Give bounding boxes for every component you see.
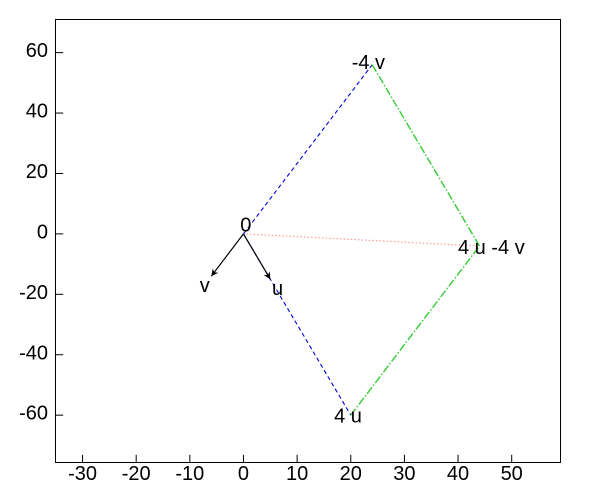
svg-text:-30: -30 xyxy=(68,463,97,485)
svg-text:-10: -10 xyxy=(175,463,204,485)
svg-text:20: 20 xyxy=(26,161,48,183)
svg-text:4 u -4 v: 4 u -4 v xyxy=(458,237,525,259)
svg-text:v: v xyxy=(200,275,210,297)
svg-text:4 u: 4 u xyxy=(334,406,362,428)
svg-text:-20: -20 xyxy=(122,463,151,485)
svg-text:40: 40 xyxy=(447,463,469,485)
svg-text:-40: -40 xyxy=(19,342,48,364)
svg-text:0: 0 xyxy=(238,463,249,485)
svg-text:40: 40 xyxy=(26,101,48,123)
svg-text:u: u xyxy=(272,278,283,300)
svg-text:50: 50 xyxy=(501,463,523,485)
svg-text:-4 v: -4 v xyxy=(352,52,385,74)
svg-text:60: 60 xyxy=(26,40,48,62)
svg-text:0: 0 xyxy=(37,222,48,244)
svg-text:20: 20 xyxy=(340,463,362,485)
svg-text:30: 30 xyxy=(393,463,415,485)
svg-text:10: 10 xyxy=(286,463,308,485)
svg-text:-20: -20 xyxy=(19,282,48,304)
svg-text:-60: -60 xyxy=(19,403,48,425)
svg-text:0: 0 xyxy=(240,214,251,236)
